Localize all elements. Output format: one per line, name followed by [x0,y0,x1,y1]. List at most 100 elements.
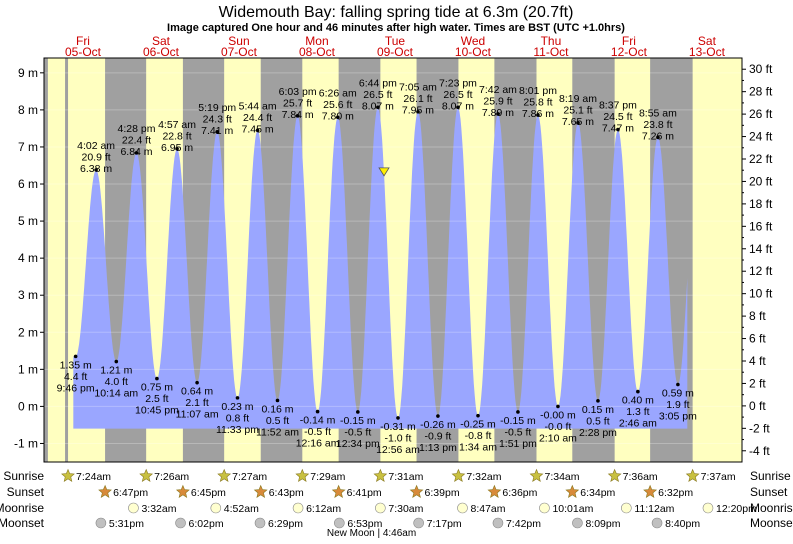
high-tide-label: 25.9 ft [483,95,512,107]
day-labels: Fri05-OctSat06-OctSun07-OctMon08-OctTue0… [65,34,726,59]
day-date-label: 09-Oct [377,45,414,59]
high-tide-label: 8:01 pm [519,85,557,97]
moonrise-icon [621,502,632,514]
low-tide-point [676,382,680,387]
day-name-label: Tue [385,34,406,48]
y-tick-label-m: 2 m [18,325,38,339]
low-tide-point [235,396,240,400]
high-tide-label: 26.5 ft [443,89,472,101]
low-tide-label: 2.5 ft [145,393,168,405]
low-tide-point [73,354,78,359]
y-tick-label-m: 4 m [18,251,38,265]
sunrise-time: 7:34am [544,471,579,483]
moonset-time: 6:02pm [189,518,224,530]
day-name-label: Sun [228,34,249,48]
high-tide-point [134,151,139,155]
moonrise-row-label-right: Moonrise [750,501,793,515]
low-tide-label: -0.00 m [540,409,576,421]
moonrise-time: 6:12am [306,503,341,515]
moonrise-time: 10:01am [552,503,593,515]
low-tide-label: 9:46 pm [57,382,95,394]
low-tide-label: 0.16 m [261,403,293,415]
low-tide-label: 12:34 pm [336,438,380,450]
y-tick-label-ft: 6 ft [749,332,766,346]
current-tide-triangle [378,167,390,177]
low-tide-point [516,410,520,414]
sunrise-icon [139,468,154,482]
low-tide-label: -0.25 m [460,419,496,431]
sunset-row-label-right: Sunset [750,485,788,499]
low-tide-point [155,376,159,381]
day-date-label: 12-Oct [611,45,648,59]
moonrise-time: 7:30am [388,503,423,515]
sunrise-time: 7:26am [154,471,189,483]
y-tick-label-ft: 12 ft [749,264,773,278]
low-tide-label: -0.8 ft [465,430,492,442]
sunset-icon [565,484,580,498]
high-tide-label: 5:19 pm [198,102,236,114]
day-date-label: 05-Oct [65,45,102,59]
low-tide-label: 12:16 am [296,438,340,450]
low-tide-point [476,413,480,418]
moonrise-time: 3:32am [141,503,176,515]
high-tide-point [416,109,420,114]
high-tide-point [295,114,300,118]
high-tide-label: 24.5 ft [603,111,632,123]
y-tick-label-ft: 22 ft [749,152,773,166]
low-tide-label: 3:05 pm [659,411,697,423]
low-tide-label: 4.0 ft [105,376,128,388]
sunrise-time: 7:24am [76,471,111,483]
low-tide-label: 12:56 am [376,444,420,456]
high-tide-label: 24.3 ft [203,113,232,125]
low-tide-label: 2:10 am [539,432,577,444]
low-tide-label: 0.5 ft [266,415,289,427]
day-name-label: Wed [461,34,485,48]
y-tick-label-ft: -4 ft [749,444,770,458]
day-date-label: 08-Oct [299,45,336,59]
moonset-time: 6:53pm [347,518,382,530]
high-tide-label: 8:37 pm [599,100,637,112]
sunrise-icon [607,468,622,482]
sunset-icon [175,484,190,498]
high-tide-label: 7.84 m [282,109,314,121]
low-tide-point [356,410,360,414]
low-tide-label: 0.5 ft [586,415,609,427]
low-tide-label: 0.64 m [181,386,213,398]
sunrise-icon [685,468,700,482]
moonset-icon [413,517,424,529]
moonrise-time: 12:20pm [716,503,757,515]
high-tide-label: 7.47 m [602,123,634,135]
high-tide-label: 26.1 ft [403,93,432,105]
sunset-time: 6:39pm [425,487,460,499]
low-tide-label: 4.4 ft [64,371,87,383]
high-tide-label: 7:23 pm [439,77,477,89]
moonrise-time: 8:47am [470,503,505,515]
sunset-icon [253,484,268,498]
high-tide-label: 26.5 ft [363,89,392,101]
high-tide-label: 6.95 m [161,142,193,154]
sunrise-row-label-left: Sunrise [3,469,44,483]
low-tide-label: 10:14 am [94,388,138,400]
daylight-band [692,58,742,462]
moonset-icon [651,517,663,529]
low-tide-point [636,389,640,394]
low-tide-label: -0.5 ft [344,426,371,438]
y-tick-label-m: 8 m [18,103,38,117]
low-tide-label: -0.14 m [300,415,336,427]
sunset-time: 6:34pm [580,487,615,499]
high-tide-point [175,147,179,151]
low-tide-label: 2:28 pm [579,427,617,439]
y-tick-label-ft: 14 ft [749,242,773,256]
sunrise-icon [451,468,466,482]
moonset-icon [334,517,345,529]
low-tide-label: 11:33 pm [216,424,259,436]
moonrise-time: 11:12am [634,503,674,515]
low-tide-label: 1:34 am [459,442,497,454]
high-tide-point [616,127,620,132]
low-tide-label: -0.26 m [420,419,456,431]
sunrise-time: 7:29am [310,471,345,483]
moonset-time: 6:29pm [268,518,303,530]
low-tide-point [596,399,600,403]
moonset-time: 7:42pm [506,518,541,530]
